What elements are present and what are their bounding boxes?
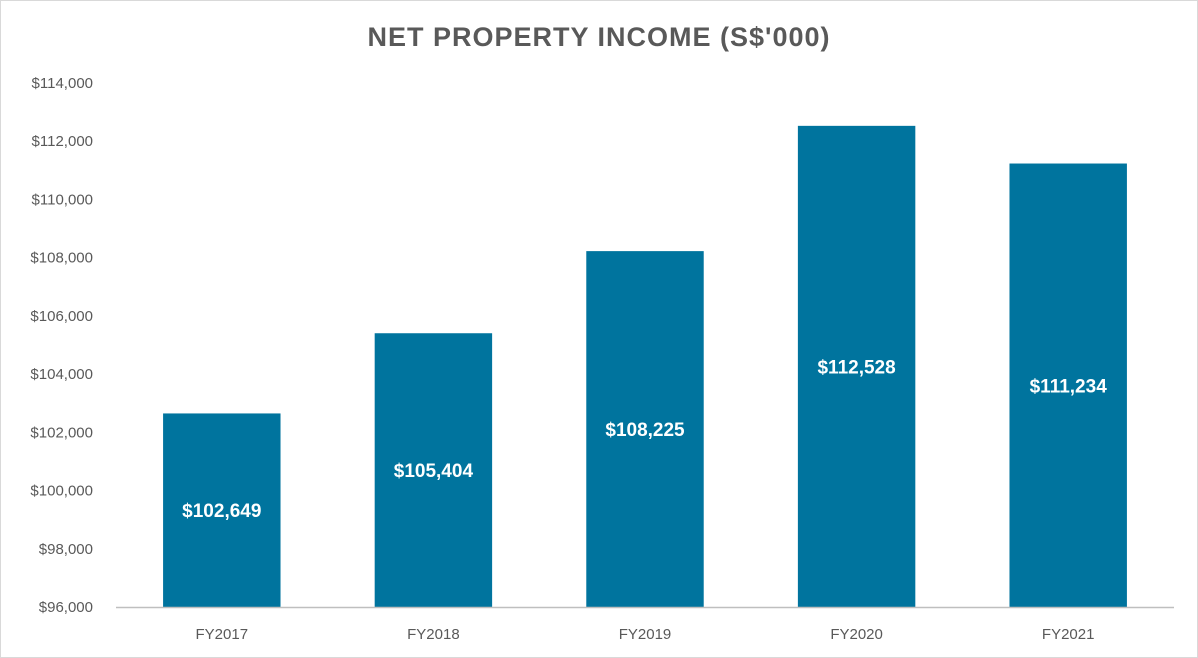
y-tick-label: $98,000	[39, 541, 93, 558]
data-label: $105,404	[394, 461, 474, 482]
x-tick-label: FY2018	[407, 626, 460, 643]
y-tick-label: $96,000	[39, 599, 93, 616]
y-tick-label: $110,000	[32, 191, 93, 208]
y-tick-label: $102,000	[30, 424, 93, 441]
data-label: $102,649	[182, 501, 261, 522]
y-tick-label: $106,000	[30, 308, 93, 325]
data-label: $108,225	[605, 420, 685, 441]
bar-fy2019	[586, 251, 704, 607]
y-tick-label: $112,000	[32, 133, 93, 150]
bar-fy2021	[1009, 163, 1127, 607]
y-tick-label: $100,000	[30, 483, 93, 500]
bar-fy2018	[374, 333, 493, 607]
x-tick-label: FY2019	[619, 626, 672, 643]
y-tick-label: $114,000	[32, 75, 93, 92]
x-tick-label: FY2017	[196, 626, 249, 643]
y-tick-label: $104,000	[30, 366, 93, 383]
chart-title: NET PROPERTY INCOME (S$'000)	[367, 22, 831, 52]
bar-fy2020	[797, 125, 916, 607]
y-tick-label: $108,000	[30, 250, 93, 267]
data-label: $112,528	[817, 357, 895, 378]
x-tick-label: FY2021	[1042, 626, 1095, 643]
data-label: $111,234	[1030, 376, 1108, 397]
x-tick-label: FY2020	[830, 626, 883, 643]
bar-fy2017	[163, 413, 281, 607]
